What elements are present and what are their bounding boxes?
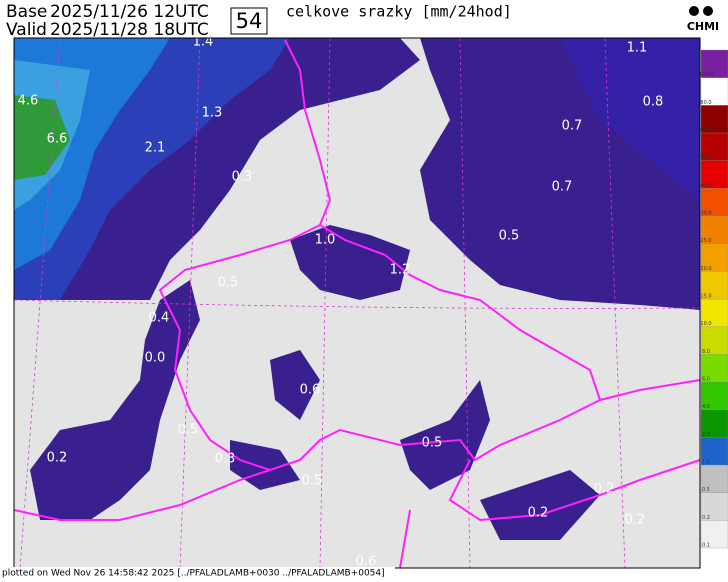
legend-label: 100.0 [699,72,713,78]
title: celkove srazky [mm/24hod] [286,3,512,21]
map-label: 0.4 [149,311,170,326]
legend-label: 6.0 [702,377,710,383]
legend-label: 0.1 [702,543,710,549]
borders [13,39,701,569]
step-box [230,7,268,35]
map-label: 1.3 [202,106,223,121]
map-label: 0.5 [218,276,239,291]
map-label: 1.2 [390,263,411,278]
base-date: 2025/11/26 12UTC [50,2,209,22]
legend-label: 15.0 [700,294,711,300]
legend-label: 4.0 [702,404,710,410]
map-label: 1.0 [315,233,336,248]
map-label: 0.3 [215,452,236,467]
map-label: 0.2 [594,482,615,497]
legend-swatch [700,271,728,300]
legend-swatch [700,492,728,521]
map-label: 2.1 [145,141,166,156]
valid-date: 2025/11/28 18UTC [50,20,209,40]
map-label: 0.0 [145,351,166,366]
map-label: 4.6 [18,94,39,109]
legend: 0.1 0.2 0.5 1.0 2.0 4.0 6.0 8.0 10.0 15.0 20.0 25.0… [699,49,728,549]
map-label: 0.8 [643,95,664,110]
legend-swatch [700,298,728,327]
map-label: 0.2 [47,451,68,466]
legend-swatch [700,381,728,410]
graticule [13,37,701,569]
map-label: 0.7 [552,180,573,195]
legend-swatch [700,105,728,134]
legend-swatch [700,354,728,383]
footer-box [0,567,395,578]
legend-label: 50.0 [700,155,711,161]
footer: plotted on Wed Nov 26 14:58:42 2025 [../… [2,569,385,579]
legend-swatch [700,520,728,549]
legend-label: 60.0 [700,128,711,134]
legend-label: 25.0 [700,238,711,244]
map-label: 0.5 [422,436,443,451]
logo: CHMI [687,20,719,33]
legend-swatch [700,326,728,355]
legend-swatch [700,49,728,78]
valid-label: Valid [6,20,47,40]
map-label: 0.2 [528,506,549,521]
legend-label: 0.2 [702,515,710,521]
legend-swatch [700,464,728,493]
legend-label: 8.0 [702,349,710,355]
precip-fields [14,38,700,540]
legend-label: 30.0 [700,211,711,217]
legend-swatch [700,409,728,438]
legend-swatch [700,215,728,244]
legend-label: 40.0 [700,183,711,189]
map-label: 0.2 [625,513,646,528]
map-label: 0.6 [300,383,321,398]
legend-label: 2.0 [702,432,710,438]
map-label: 0.5 [499,229,520,244]
legend-label: 10.0 [700,321,711,327]
legend-swatch [700,77,728,106]
legend-label: 0.5 [702,487,710,493]
base-label: Base [6,2,47,22]
step: 54 [236,9,263,33]
legend-swatch [700,243,728,272]
legend-swatch [700,188,728,217]
map-label: 1.1 [627,41,648,56]
logo-mark [689,6,699,16]
legend-label: 20.0 [700,266,711,272]
map-label: 0.3 [232,170,253,185]
logo-mark [703,6,713,16]
legend-label: 1.0 [702,460,710,466]
legend-label: 80.0 [700,100,711,106]
map-label: 0.5 [302,474,323,489]
map-label: 0.5 [178,423,199,438]
map-label: 6.6 [47,132,68,147]
legend-swatch [700,437,728,466]
map-label: 0.7 [562,119,583,134]
map-label: 0.6 [356,555,377,570]
map-labels: 1.4 1.14.61.30.86.62.10.70.70.30.51.01.20… [18,35,664,570]
